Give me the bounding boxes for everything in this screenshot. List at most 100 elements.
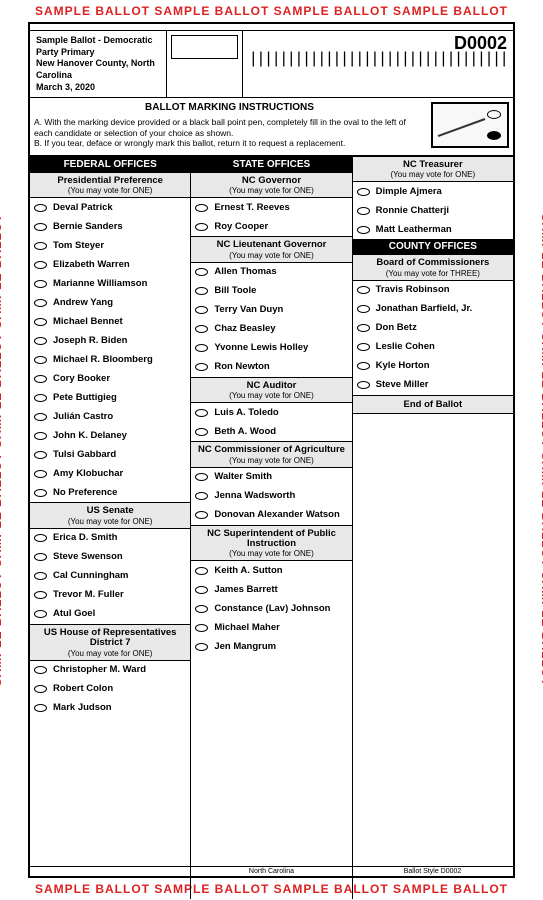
candidate-name: Donovan Alexander Watson [214, 510, 339, 520]
candidate-name: Bill Toole [214, 286, 256, 296]
vote-oval[interactable] [357, 188, 370, 196]
vote-oval[interactable] [34, 572, 47, 580]
candidate-name: Don Betz [376, 323, 417, 333]
race-sub-house: (You may vote for ONE) [32, 649, 188, 658]
vote-oval[interactable] [34, 451, 47, 459]
header-line1: Sample Ballot - Democratic Party Primary [36, 35, 160, 58]
vote-oval[interactable] [195, 511, 208, 519]
candidate-row: Christopher M. Ward [30, 661, 190, 680]
vote-oval[interactable] [34, 204, 47, 212]
candidate-name: Christopher M. Ward [53, 665, 146, 675]
candidate-name: Jen Mangrum [214, 642, 276, 652]
ballot-header: Sample Ballot - Democratic Party Primary… [30, 31, 513, 98]
candidate-name: Beth A. Wood [214, 427, 276, 437]
candidate-name: Constance (Lav) Johnson [214, 604, 330, 614]
vote-oval[interactable] [34, 337, 47, 345]
vote-oval[interactable] [357, 362, 370, 370]
vote-oval[interactable] [195, 428, 208, 436]
candidate-name: James Barrett [214, 585, 277, 595]
vote-oval[interactable] [195, 363, 208, 371]
candidate-row: Leslie Cohen [353, 338, 513, 357]
race-title-gov: NC Governor [193, 176, 349, 186]
candidate-name: Michael R. Bloomberg [53, 355, 153, 365]
column-right: NC Treasurer(You may vote for ONE)Dimple… [353, 157, 513, 899]
race-sub-spi: (You may vote for ONE) [193, 549, 349, 558]
vote-oval[interactable] [195, 287, 208, 295]
candidate-row: Roy Cooper [191, 217, 351, 236]
vote-oval[interactable] [195, 344, 208, 352]
vote-oval[interactable] [195, 409, 208, 417]
vote-oval[interactable] [34, 242, 47, 250]
vote-oval[interactable] [195, 223, 208, 231]
vote-oval[interactable] [357, 286, 370, 294]
race-title-boc: Board of Commissioners [355, 258, 511, 268]
section-county: COUNTY OFFICES [353, 239, 513, 254]
vote-oval[interactable] [195, 586, 208, 594]
vote-oval[interactable] [195, 306, 208, 314]
candidate-row: Allen Thomas [191, 263, 351, 282]
candidate-row: Michael Maher [191, 618, 351, 637]
vote-oval[interactable] [34, 299, 47, 307]
candidate-row: Jenna Wadsworth [191, 487, 351, 506]
vote-oval[interactable] [34, 553, 47, 561]
vote-oval[interactable] [195, 268, 208, 276]
vote-oval[interactable] [357, 381, 370, 389]
candidate-row: Ron Newton [191, 358, 351, 377]
vote-oval[interactable] [34, 280, 47, 288]
footer-right: Ballot Style D0002 [352, 867, 513, 876]
candidate-name: No Preference [53, 488, 117, 498]
candidate-row: Ronnie Chatterji [353, 201, 513, 220]
vote-oval[interactable] [195, 605, 208, 613]
candidate-row: Luis A. Toledo [191, 403, 351, 422]
vote-oval[interactable] [34, 470, 47, 478]
vote-oval[interactable] [195, 325, 208, 333]
vote-oval[interactable] [195, 473, 208, 481]
vote-oval[interactable] [195, 624, 208, 632]
vote-oval[interactable] [34, 394, 47, 402]
vote-oval[interactable] [195, 643, 208, 651]
vote-oval[interactable] [34, 591, 47, 599]
vote-oval[interactable] [357, 207, 370, 215]
candidate-row: Cory Booker [30, 369, 190, 388]
vote-oval[interactable] [34, 413, 47, 421]
vote-oval[interactable] [34, 610, 47, 618]
vote-oval[interactable] [357, 305, 370, 313]
candidate-name: Robert Colon [53, 684, 113, 694]
vote-oval[interactable] [195, 492, 208, 500]
vote-oval[interactable] [34, 432, 47, 440]
vote-oval[interactable] [195, 567, 208, 575]
vote-oval[interactable] [195, 204, 208, 212]
vote-oval[interactable] [34, 356, 47, 364]
instructions: BALLOT MARKING INSTRUCTIONS A. With the … [30, 98, 513, 156]
vote-oval[interactable] [357, 324, 370, 332]
candidate-row: Andrew Yang [30, 293, 190, 312]
vote-oval[interactable] [34, 534, 47, 542]
candidate-row: Mark Judson [30, 699, 190, 718]
vote-oval[interactable] [357, 343, 370, 351]
candidate-name: Yvonne Lewis Holley [214, 343, 308, 353]
vote-oval[interactable] [34, 375, 47, 383]
race-sub-ag: (You may vote for ONE) [193, 456, 349, 465]
candidate-row: Bernie Sanders [30, 217, 190, 236]
candidate-row: John K. Delaney [30, 426, 190, 445]
candidate-row: Pete Buttigieg [30, 388, 190, 407]
candidate-name: Tom Steyer [53, 241, 104, 251]
vote-oval[interactable] [34, 223, 47, 231]
candidate-name: Jonathan Barfield, Jr. [376, 304, 473, 314]
candidate-name: Pete Buttigieg [53, 393, 117, 403]
vote-oval[interactable] [34, 318, 47, 326]
vote-oval[interactable] [34, 489, 47, 497]
race-title-treas: NC Treasurer [355, 160, 511, 170]
vote-oval[interactable] [34, 666, 47, 674]
candidate-row: James Barrett [191, 580, 351, 599]
vote-oval[interactable] [34, 261, 47, 269]
watermark-top: SAMPLE BALLOT SAMPLE BALLOT SAMPLE BALLO… [0, 4, 543, 18]
vote-oval[interactable] [357, 226, 370, 234]
vote-oval[interactable] [34, 704, 47, 712]
watermark-left: SAMPLE BALLOT SAMPLE BALLOT SAMPLE BALLO… [0, 20, 4, 880]
candidate-name: Ernest T. Reeves [214, 203, 290, 213]
race-title-spi: NC Superintendent of Public Instruction [193, 529, 349, 550]
section-federal: FEDERAL OFFICES [30, 157, 190, 172]
candidate-name: Trevor M. Fuller [53, 590, 124, 600]
vote-oval[interactable] [34, 685, 47, 693]
